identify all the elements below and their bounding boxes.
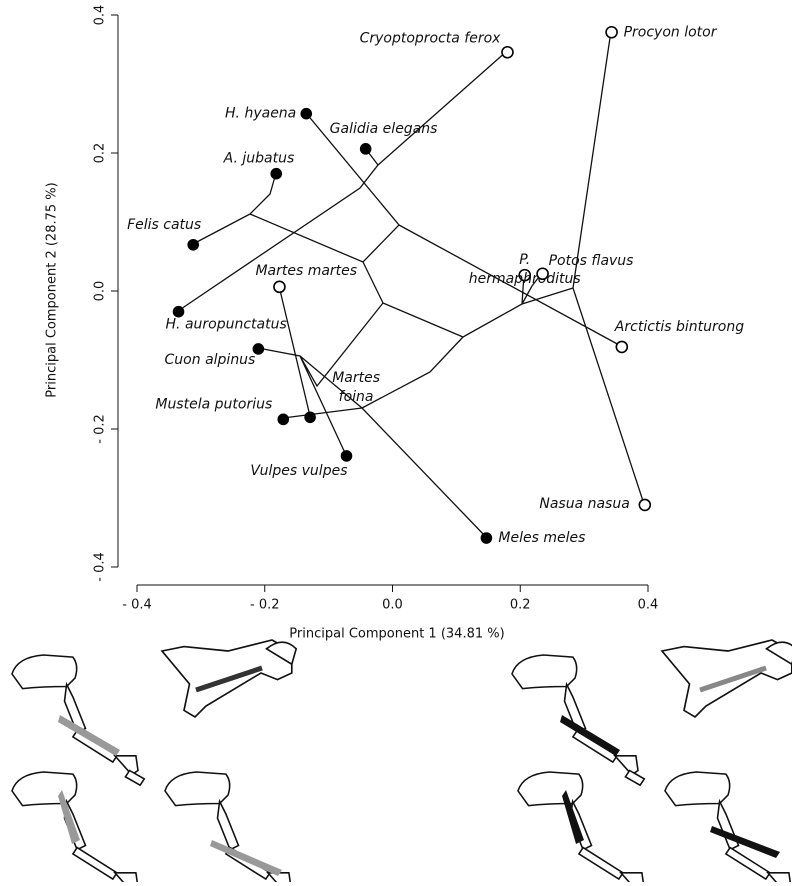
data-point [301, 109, 311, 119]
point-label: Meles meles [498, 530, 585, 546]
point-label: A. jubatus [223, 151, 295, 167]
data-point [361, 144, 371, 154]
y-tick-label: 0.0 [93, 281, 108, 302]
data-point [188, 240, 198, 250]
data-point [174, 307, 184, 317]
data-point [606, 27, 617, 38]
x-axis-label: Principal Component 1 (34.81 %) [289, 627, 504, 642]
point-label: Potos flavus [549, 253, 634, 269]
point-label: Mustela putorius [155, 396, 272, 412]
x-tick-label: 0.0 [382, 598, 403, 613]
data-point [481, 533, 491, 543]
data-point [271, 169, 281, 179]
point-label: Arctictis binturong [614, 319, 744, 335]
data-point [342, 451, 352, 461]
y-tick-label: - 0.4 [93, 552, 108, 582]
y-tick-label: - 0.2 [93, 414, 108, 444]
point-label: H. auropunctatus [166, 317, 287, 333]
point-label: Felis catus [127, 217, 201, 233]
limb-illustrations [12, 640, 792, 882]
x-tick-label: 0.4 [638, 598, 659, 613]
point-label: Galidia elegans [330, 121, 438, 137]
data-point [537, 268, 548, 279]
x-tick-label: - 0.4 [122, 598, 152, 613]
y-axis-label: Principal Component 2 (28.75 %) [45, 182, 60, 397]
data-point [502, 47, 513, 58]
data-point [639, 499, 650, 510]
y-tick-label: 0.4 [93, 5, 108, 26]
point-label: Nasua nasua [539, 496, 629, 512]
y-tick-label: 0.2 [93, 143, 108, 164]
point-label: H. hyaena [225, 106, 296, 122]
point-label-box: Martes foina [326, 369, 386, 413]
data-point [274, 281, 285, 292]
x-tick-label: 0.2 [510, 598, 531, 613]
data-point [616, 341, 627, 352]
point-label: Martes martes [255, 263, 357, 279]
point-label: Procyon lotor [624, 24, 718, 40]
point-label: Vulpes vulpes [250, 463, 347, 479]
point-label: Martes foina [326, 369, 386, 407]
data-point [305, 412, 315, 422]
data-point [278, 414, 288, 424]
point-label: Cryoptoprocta ferox [360, 30, 502, 46]
x-tick-label: - 0.2 [250, 598, 280, 613]
figure: Principal Component 1 (34.81 %) Principa… [0, 0, 792, 882]
point-label: Cuon alpinus [165, 352, 256, 368]
